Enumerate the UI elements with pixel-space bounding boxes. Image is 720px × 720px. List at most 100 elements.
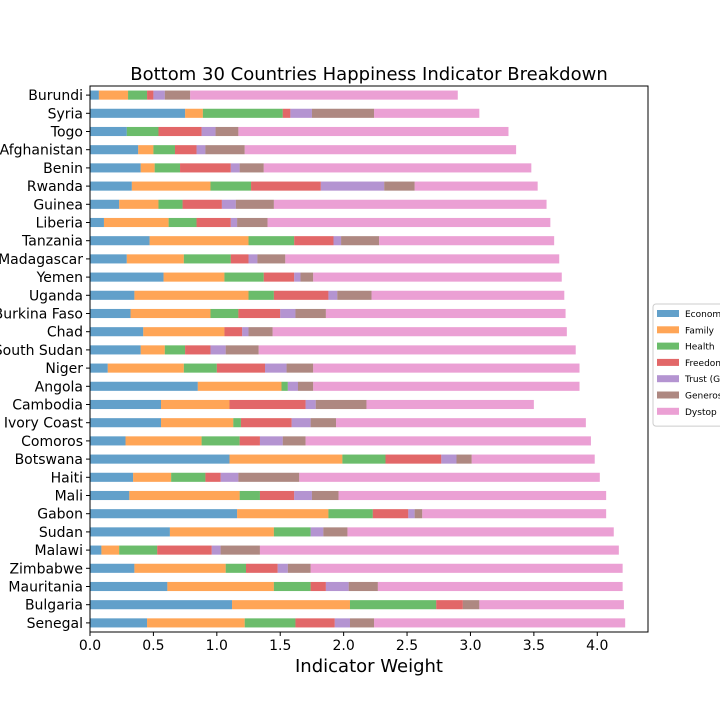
bar-segment xyxy=(134,563,226,573)
x-axis-label: Indicator Weight xyxy=(295,656,443,677)
bar-segment xyxy=(287,563,311,573)
bars-layer xyxy=(90,90,626,628)
bar-segment xyxy=(422,509,607,519)
bar-segment xyxy=(238,308,281,319)
bar-segment xyxy=(237,217,268,228)
bar-segment xyxy=(325,581,349,592)
legend: Econom Family Health Freedom Trust (G Generos… xyxy=(652,303,720,427)
y-tick-label: South Sudan xyxy=(0,343,83,359)
bar-segment xyxy=(384,181,415,191)
chart-title: Bottom 30 Countries Happiness Indicator … xyxy=(130,64,608,85)
bar-segment xyxy=(239,490,260,501)
bar-segment xyxy=(265,363,287,373)
bar-segment xyxy=(119,545,158,555)
legend-swatch xyxy=(657,342,679,350)
legend-swatch xyxy=(657,326,679,334)
bar-segment xyxy=(258,345,576,355)
y-tick-label: Malawi xyxy=(35,543,83,559)
bar-segment xyxy=(230,254,249,264)
bar-segment xyxy=(257,254,286,264)
bar-segment xyxy=(205,145,245,155)
bar-segment xyxy=(90,327,144,337)
y-tick-label: Ivory Coast xyxy=(4,416,84,432)
bar-segment xyxy=(299,472,600,482)
bar-segment xyxy=(342,454,386,464)
bar-segment xyxy=(239,163,264,173)
plot-frame xyxy=(89,85,649,633)
bar-segment xyxy=(372,509,409,519)
y-tick-label: Tanzania xyxy=(21,234,83,250)
bar-segment xyxy=(273,290,329,300)
bar-segment xyxy=(90,509,238,519)
bar-segment xyxy=(216,363,266,373)
x-tick-label: 0.0 xyxy=(79,638,101,654)
bar-segment xyxy=(239,436,260,446)
bar-segment xyxy=(379,236,555,246)
bar-segment xyxy=(90,345,141,355)
bar-segment xyxy=(119,199,159,209)
bar-segment xyxy=(158,199,183,209)
bar-segment xyxy=(311,108,375,118)
bar-segment xyxy=(225,563,246,573)
bar-segment xyxy=(238,472,300,482)
bar-segment xyxy=(235,199,274,209)
bar-segment xyxy=(414,181,538,191)
x-tick-label: 1.5 xyxy=(269,638,291,654)
bar-segment xyxy=(315,399,367,410)
bar-segment xyxy=(90,272,164,282)
bar-segment xyxy=(210,181,252,191)
bar-segment xyxy=(185,345,211,355)
bar-segment xyxy=(140,345,165,355)
bar-segment xyxy=(338,490,607,501)
legend-swatch xyxy=(657,375,679,383)
bar-segment xyxy=(259,436,283,446)
bar-segment xyxy=(230,217,238,228)
bar-segment xyxy=(313,272,562,282)
y-tick-label: Mauritania xyxy=(8,580,83,596)
bar-segment xyxy=(371,290,565,300)
bar-segment xyxy=(90,90,99,100)
bar-segment xyxy=(248,254,258,264)
legend-label: Freedom xyxy=(685,359,720,369)
bar-segment xyxy=(280,308,296,319)
bar-segment xyxy=(205,472,221,482)
bar-segment xyxy=(90,399,162,410)
y-axis: Burundi Syria Togo Afghanistan Benin Rwanda Gu… xyxy=(0,88,90,632)
bar-segment xyxy=(183,254,231,264)
bar-segment xyxy=(220,545,260,555)
bar-segment xyxy=(240,418,292,428)
bar-segment xyxy=(149,236,249,246)
bar-segment xyxy=(325,308,566,319)
bar-segment xyxy=(248,290,274,300)
y-tick-label: Comoros xyxy=(21,434,83,450)
bar-segment xyxy=(277,563,288,573)
bar-segment xyxy=(90,181,132,191)
bar-segment xyxy=(134,290,249,300)
bar-segment xyxy=(98,90,129,100)
bar-segment xyxy=(107,363,184,373)
bar-segment xyxy=(310,418,337,428)
bar-segment xyxy=(297,381,314,391)
bar-segment xyxy=(229,399,306,410)
bar-segment xyxy=(90,199,120,209)
bar-segment xyxy=(138,145,154,155)
legend-label: Dystop xyxy=(685,408,717,418)
x-tick-label: 2.5 xyxy=(396,638,418,654)
bar-segment xyxy=(131,181,211,191)
bar-segment xyxy=(341,236,380,246)
bar-segment xyxy=(161,399,230,410)
bar-segment xyxy=(201,126,216,137)
bar-segment xyxy=(238,126,509,137)
bar-segment xyxy=(263,163,532,173)
bar-segment xyxy=(259,490,295,501)
bar-segment xyxy=(196,217,231,228)
legend-label: Health xyxy=(685,343,715,353)
bar-segment xyxy=(229,454,343,464)
bar-segment xyxy=(295,308,326,319)
bar-segment xyxy=(101,545,120,555)
bar-segment xyxy=(90,545,102,555)
bar-segment xyxy=(366,399,534,410)
bar-segment xyxy=(272,327,567,337)
bar-segment xyxy=(282,436,306,446)
